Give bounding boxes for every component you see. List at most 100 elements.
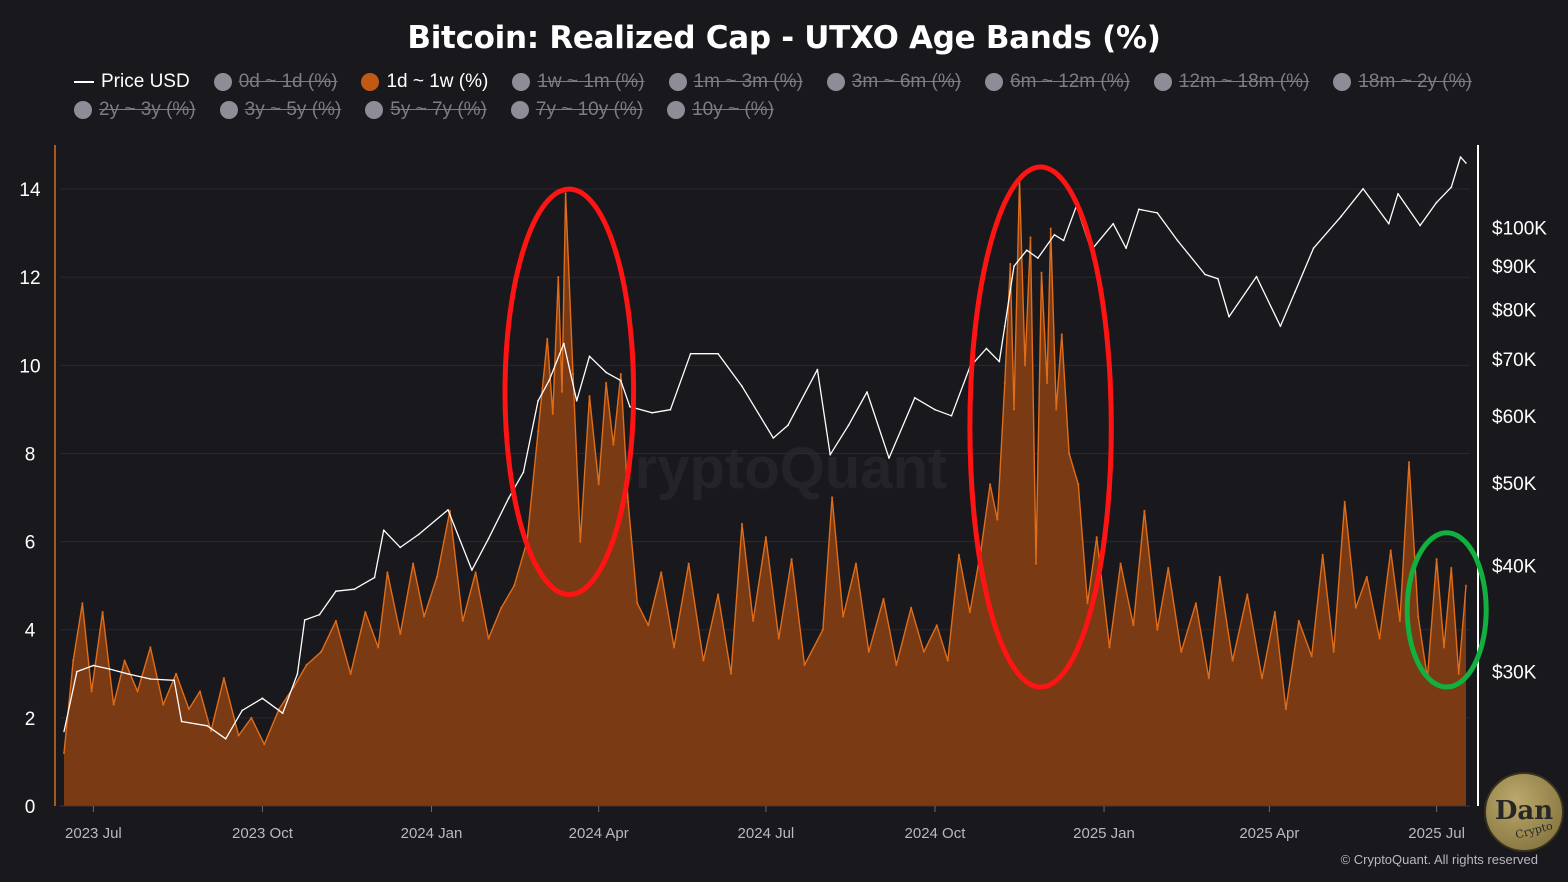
price-data-point [1450, 186, 1453, 189]
legend-item[interactable]: 1m ~ 3m (%) [668, 70, 803, 94]
area-data-point [1067, 452, 1071, 455]
legend-label: 1w ~ 1m (%) [537, 71, 645, 92]
area-data-point [830, 496, 834, 499]
area-data-point [1167, 566, 1170, 570]
legend-item[interactable]: 0d ~ 1d (%) [213, 70, 337, 94]
legend-item[interactable]: 3y ~ 5y (%) [219, 98, 341, 122]
area-data-point [626, 500, 630, 504]
area-data-point [729, 672, 733, 675]
legend-label: 10y ~ (%) [692, 99, 774, 120]
area-data-point [1003, 381, 1006, 385]
area-data-point [996, 518, 999, 521]
price-data-point [934, 408, 936, 411]
area-data-point [1343, 500, 1346, 504]
area-data-point [597, 483, 600, 486]
price-data-point [108, 668, 111, 671]
price-data-point [1053, 233, 1056, 236]
x-tick-label: 2024 Apr [569, 825, 629, 842]
legend-dot-icon [510, 101, 529, 119]
area-data-point [474, 571, 477, 574]
y-left-tick-label: 4 [25, 621, 36, 642]
legend-item[interactable]: 10y ~ (%) [667, 98, 774, 122]
legend-item[interactable]: 1d ~ 1w (%) [361, 70, 488, 94]
legend-label: 3m ~ 6m (%) [851, 71, 962, 92]
price-data-point [1137, 208, 1140, 211]
price-series-line [63, 156, 1467, 740]
legend-item[interactable]: Price USD [74, 70, 190, 94]
area-data-point [1207, 677, 1211, 680]
area-data-point [604, 381, 608, 385]
legend-item[interactable]: 3m ~ 6m (%) [826, 70, 962, 94]
red-highlight-ellipse [967, 164, 1114, 690]
area-data-point [101, 610, 104, 614]
price-data-point [1204, 273, 1207, 276]
legend-item[interactable]: 7y ~ 10y (%) [510, 98, 643, 122]
area-data-point [647, 624, 650, 627]
legend-label: 5y ~ 7y (%) [390, 99, 487, 120]
legend-dot-icon [985, 73, 1004, 91]
area-data-point [1310, 655, 1313, 658]
price-data-point [1228, 315, 1230, 318]
price-data-point [605, 371, 608, 374]
price-data-point [1156, 211, 1159, 214]
price-data-point [507, 497, 510, 500]
price-data-point [772, 437, 775, 439]
y-right-tick-label: $80K [1492, 301, 1537, 322]
price-data-point [1125, 247, 1128, 250]
x-tick-label: 2024 Jul [738, 825, 795, 842]
area-data-point [579, 540, 582, 543]
legend-label: 2y ~ 3y (%) [99, 99, 196, 120]
area-data-point [1143, 509, 1146, 512]
legend-label: 6m ~ 12m (%) [1010, 71, 1130, 92]
legend-item[interactable]: 5y ~ 7y (%) [365, 98, 487, 122]
price-data-point [985, 347, 988, 350]
price-data-point [1362, 187, 1365, 190]
legend-label: 1d ~ 1w (%) [386, 71, 489, 92]
area-data-point [922, 650, 926, 653]
area-data-point [821, 628, 825, 631]
legend-item[interactable]: 12m ~ 18m (%) [1153, 70, 1309, 94]
area-data-point [636, 602, 639, 605]
area-data-point [136, 690, 139, 693]
area-data-point [988, 483, 992, 486]
area-data-point [1009, 262, 1012, 266]
price-data-point [717, 352, 720, 355]
price-data-point [741, 385, 743, 388]
area-data-point [909, 606, 913, 609]
area-data-point [90, 690, 93, 693]
price-data-point [470, 569, 473, 572]
area-data-point [422, 615, 426, 618]
area-data-point [546, 337, 549, 341]
area-data-point [1180, 650, 1183, 653]
area-data-point [1297, 619, 1301, 623]
price-data-point [487, 537, 490, 540]
x-tick-label: 2025 Jan [1073, 825, 1135, 842]
area-data-point [803, 663, 806, 667]
price-data-point [522, 471, 525, 474]
legend-dot-icon [74, 101, 92, 119]
legend-item[interactable]: 1w ~ 1m (%) [512, 70, 645, 94]
area-data-point [411, 562, 415, 565]
area-data-point [571, 372, 575, 376]
area-data-point [1029, 236, 1032, 239]
area-data-point [1260, 677, 1264, 680]
legend-line-icon [74, 81, 94, 83]
area-data-point [513, 584, 516, 587]
price-data-point [1176, 239, 1179, 242]
legend-item[interactable]: 2y ~ 3y (%) [74, 98, 196, 122]
legend-dot-icon [1333, 73, 1352, 91]
area-data-point [1389, 549, 1392, 552]
area-data-point [867, 650, 870, 653]
area-data-point [1284, 707, 1288, 711]
price-data-point [382, 529, 385, 532]
area-data-point [764, 536, 768, 539]
area-data-point [1231, 659, 1234, 662]
legend-item[interactable]: 18m ~ 2y (%) [1333, 70, 1472, 94]
legend-item[interactable]: 6m ~ 12m (%) [985, 70, 1130, 94]
price-data-point [127, 673, 130, 675]
y-right-tick-label: $90K [1492, 257, 1537, 278]
price-data-point [866, 391, 868, 393]
x-tick-label: 2023 Jul [65, 825, 122, 842]
price-data-point [149, 678, 152, 680]
